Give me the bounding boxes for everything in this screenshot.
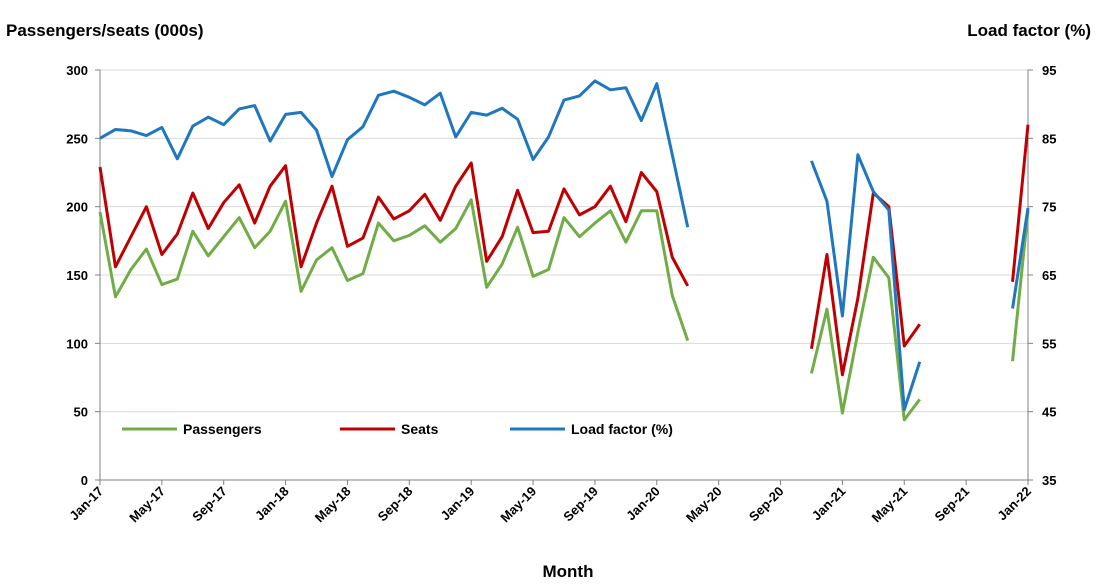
y-right-tick-label: 35 — [1042, 473, 1056, 488]
x-tick-label: May-21 — [869, 484, 911, 526]
x-tick-label: May-19 — [497, 484, 539, 526]
y-left-tick-label: 50 — [74, 405, 88, 420]
y-right-tick-label: 75 — [1042, 200, 1056, 215]
x-tick-label: Jan-18 — [252, 484, 292, 524]
y-right-tick-label: 85 — [1042, 131, 1056, 146]
y-right-tick-label: 55 — [1042, 336, 1056, 351]
tick-labels: 0 35 50 45 100 55 150 65 200 75 250 85 300 95 Jan-17 Ma… — [66, 63, 1056, 525]
legend-label-seats: Seats — [401, 421, 439, 437]
x-tick-label: Sep-18 — [375, 484, 416, 525]
y-left-tick-label: 0 — [81, 473, 88, 488]
x-tick-label: Sep-19 — [560, 484, 601, 525]
x-tick-label: Sep-20 — [746, 484, 787, 525]
x-tick-label: May-20 — [683, 484, 725, 526]
series-line-seats — [98, 124, 1030, 377]
legend-label-passengers: Passengers — [183, 421, 262, 437]
x-tick-label: May-18 — [312, 484, 354, 526]
gridlines — [100, 69, 1028, 413]
y-left-tick-label: 300 — [66, 63, 88, 78]
y-left-tick-label: 250 — [66, 131, 88, 146]
x-tick-label: Jan-20 — [623, 484, 663, 524]
x-tick-label: May-17 — [126, 484, 168, 526]
y-left-tick-label: 100 — [66, 336, 88, 351]
y-right-tick-label: 95 — [1042, 63, 1056, 78]
axes — [95, 69, 1033, 485]
y-right-tick-label: 65 — [1042, 268, 1056, 283]
legend-label-load-factor: Load factor (%) — [571, 421, 673, 437]
x-tick-label: Jan-17 — [66, 484, 106, 524]
x-tick-label: Jan-19 — [438, 484, 478, 524]
series-line-load-factor — [99, 79, 1030, 412]
legend: Passengers Seats Load factor (%) — [122, 421, 673, 437]
series-lines — [98, 79, 1030, 422]
y-left-tick-label: 150 — [66, 268, 88, 283]
x-tick-label: Sep-17 — [189, 484, 230, 525]
y-right-tick-label: 45 — [1042, 405, 1056, 420]
series-line-passengers — [98, 198, 1030, 422]
right-axis-title: Load factor (%) — [967, 21, 1091, 40]
x-tick-label: Sep-21 — [931, 484, 972, 525]
y-left-tick-label: 200 — [66, 200, 88, 215]
x-tick-label: Jan-21 — [809, 484, 849, 524]
x-axis-title: Month — [543, 562, 594, 581]
x-tick-label: Jan-22 — [994, 484, 1034, 524]
left-axis-title: Passengers/seats (000s) — [6, 21, 204, 40]
